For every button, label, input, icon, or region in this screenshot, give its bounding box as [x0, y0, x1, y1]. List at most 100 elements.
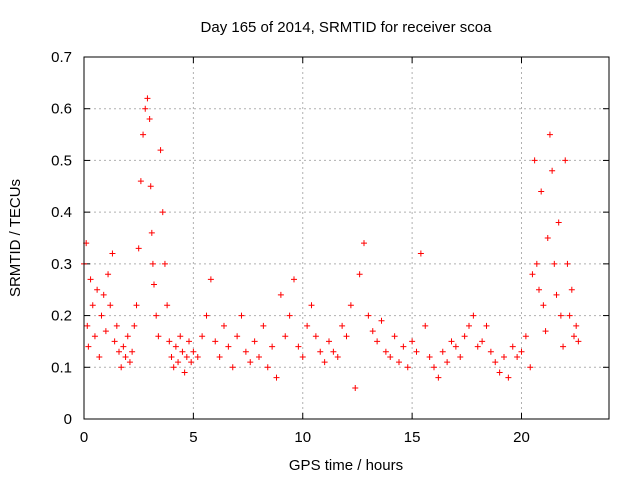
- data-point: [501, 353, 507, 360]
- axis-ticks: 0 5 10 15 20 0 0.1 0.2 0.3 0.4 0.5 0.6 0.7: [51, 49, 609, 446]
- data-point: [396, 359, 402, 366]
- data-point: [122, 353, 129, 360]
- data-point: [133, 302, 140, 309]
- data-point: [151, 281, 157, 288]
- data-point: [369, 328, 376, 335]
- data-point: [404, 364, 411, 371]
- data-point: [466, 322, 472, 329]
- data-point: [474, 343, 481, 350]
- data-point: [483, 322, 490, 329]
- data-point: [536, 286, 542, 293]
- data-point: [273, 374, 280, 381]
- data-point: [98, 312, 105, 319]
- data-point: [417, 250, 424, 257]
- data-point: [560, 343, 567, 350]
- data-point: [365, 312, 372, 319]
- data-point: [571, 333, 577, 340]
- data-point: [426, 353, 433, 360]
- data-point: [387, 353, 394, 360]
- data-point: [540, 302, 547, 309]
- data-point: [542, 328, 549, 335]
- data-point: [378, 317, 385, 324]
- y-tick-label: 0.7: [51, 49, 72, 66]
- data-point: [89, 302, 96, 309]
- data-point: [479, 338, 486, 345]
- data-point: [514, 353, 521, 360]
- data-point: [131, 322, 138, 329]
- plot-frame: [83, 56, 610, 420]
- data-point: [234, 333, 241, 340]
- data-point: [238, 312, 245, 319]
- chart-title: Day 165 of 2014, SRMTID for receiver sco…: [201, 19, 493, 36]
- data-point: [312, 333, 319, 340]
- data-point: [549, 167, 556, 174]
- data-point: [111, 338, 118, 345]
- data-point: [116, 348, 122, 355]
- data-point: [470, 312, 477, 319]
- data-point: [317, 348, 324, 355]
- data-point: [352, 384, 359, 391]
- data-point: [527, 364, 534, 371]
- y-axis-label: SRMTID / TECUs: [7, 179, 24, 297]
- data-point: [400, 343, 407, 350]
- data-point: [487, 348, 494, 355]
- data-point: [334, 353, 341, 360]
- y-tick-label: 0.4: [51, 204, 72, 221]
- data-point: [295, 343, 302, 350]
- data-point: [531, 157, 538, 164]
- data-point: [247, 359, 254, 366]
- data-point: [391, 333, 398, 340]
- data-point: [168, 353, 175, 360]
- x-tick-label: 0: [80, 429, 88, 446]
- data-point: [194, 353, 201, 360]
- data-point: [179, 348, 186, 355]
- data-point: [444, 359, 451, 366]
- data-point: [87, 276, 94, 283]
- data-point: [94, 286, 101, 293]
- data-point: [96, 353, 103, 360]
- data-point: [166, 338, 173, 345]
- data-point: [177, 333, 184, 340]
- data-point: [181, 369, 188, 376]
- data-point: [564, 260, 571, 267]
- data-point: [308, 302, 315, 309]
- data-point: [461, 333, 468, 340]
- data-point: [85, 343, 92, 350]
- data-point: [159, 209, 166, 216]
- data-point: [242, 348, 249, 355]
- data-point: [422, 322, 429, 329]
- y-tick-label: 0.3: [51, 256, 72, 273]
- data-point: [155, 333, 162, 340]
- x-tick-label: 15: [404, 429, 421, 446]
- data-point: [199, 333, 206, 340]
- data-point: [126, 359, 133, 366]
- data-point: [538, 188, 545, 195]
- data-point: [229, 364, 236, 371]
- data-point: [321, 359, 328, 366]
- data-point: [343, 333, 350, 340]
- x-tick-label: 10: [294, 429, 311, 446]
- data-point: [492, 359, 499, 366]
- data-point: [153, 312, 160, 319]
- data-point: [555, 219, 562, 226]
- data-point: [144, 95, 151, 102]
- data-point: [157, 147, 164, 154]
- data-point: [496, 369, 503, 376]
- data-point: [124, 333, 131, 340]
- data-point: [91, 333, 98, 340]
- data-point: [533, 260, 540, 267]
- data-point: [551, 260, 558, 267]
- data-point: [188, 359, 195, 366]
- data-point: [207, 276, 214, 283]
- data-point: [544, 235, 551, 241]
- data-point: [409, 338, 416, 345]
- data-point: [546, 131, 553, 138]
- data-point: [100, 291, 107, 298]
- data-point: [575, 338, 582, 345]
- data-point: [186, 338, 192, 345]
- y-tick-label: 0.1: [51, 359, 72, 376]
- data-point: [164, 302, 171, 309]
- data-point: [522, 333, 529, 340]
- data-point: [291, 276, 297, 283]
